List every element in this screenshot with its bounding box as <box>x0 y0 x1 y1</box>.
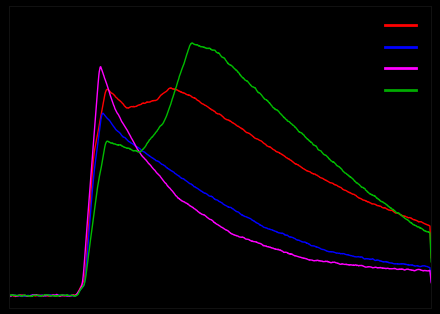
Legend: , , , : , , , <box>380 13 424 103</box>
